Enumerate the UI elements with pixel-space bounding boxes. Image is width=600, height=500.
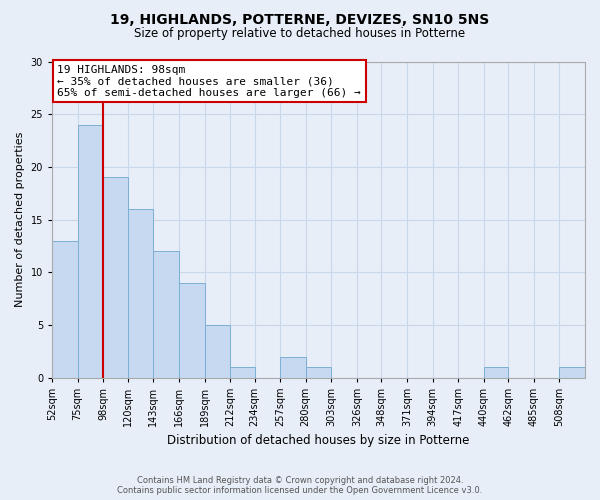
Bar — [179, 283, 205, 378]
Bar — [230, 367, 254, 378]
Text: 19 HIGHLANDS: 98sqm
← 35% of detached houses are smaller (36)
65% of semi-detach: 19 HIGHLANDS: 98sqm ← 35% of detached ho… — [58, 64, 361, 98]
Text: 19, HIGHLANDS, POTTERNE, DEVIZES, SN10 5NS: 19, HIGHLANDS, POTTERNE, DEVIZES, SN10 5… — [110, 12, 490, 26]
Bar — [205, 325, 230, 378]
Text: Size of property relative to detached houses in Potterne: Size of property relative to detached ho… — [134, 28, 466, 40]
Y-axis label: Number of detached properties: Number of detached properties — [15, 132, 25, 308]
Bar — [77, 124, 103, 378]
Bar — [306, 367, 331, 378]
Bar — [484, 367, 508, 378]
Bar — [559, 367, 585, 378]
X-axis label: Distribution of detached houses by size in Potterne: Distribution of detached houses by size … — [167, 434, 470, 448]
Bar — [280, 356, 306, 378]
Bar — [52, 240, 77, 378]
Bar — [128, 209, 154, 378]
Text: Contains HM Land Registry data © Crown copyright and database right 2024.
Contai: Contains HM Land Registry data © Crown c… — [118, 476, 482, 495]
Bar — [154, 251, 179, 378]
Bar — [103, 178, 128, 378]
